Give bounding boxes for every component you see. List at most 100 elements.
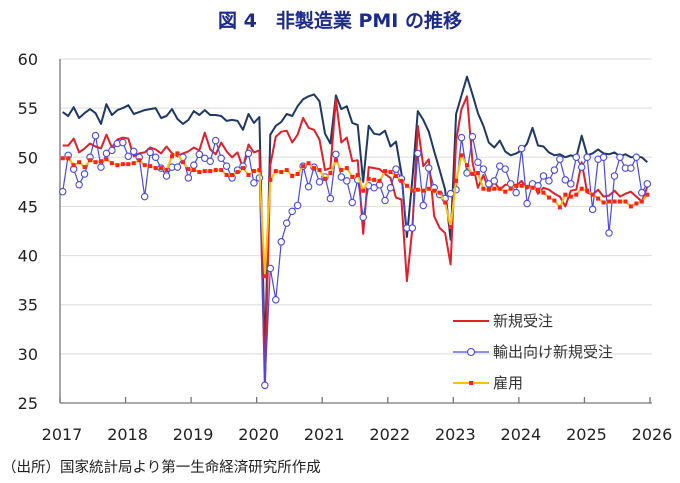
x-tick-label: 2023 <box>435 425 476 444</box>
data-point <box>414 149 422 158</box>
data-point <box>350 174 355 179</box>
data-point <box>88 158 93 163</box>
data-point <box>623 199 628 204</box>
data-point <box>217 154 225 163</box>
series-line <box>62 95 649 390</box>
data-point <box>251 169 256 174</box>
data-point <box>119 138 127 147</box>
data-point <box>517 144 526 153</box>
data-point <box>546 195 551 200</box>
data-point <box>392 165 400 173</box>
data-point <box>315 178 324 186</box>
data-point <box>332 150 340 159</box>
data-point <box>169 154 174 159</box>
data-point <box>191 168 196 173</box>
x-tick-label: 2021 <box>304 425 345 444</box>
data-point <box>588 205 597 214</box>
data-point <box>539 172 548 180</box>
x-tick-label: 2022 <box>369 425 410 444</box>
data-point <box>82 165 87 170</box>
data-point <box>627 164 635 172</box>
data-point <box>306 161 311 166</box>
data-point <box>109 161 114 166</box>
data-point <box>197 170 202 175</box>
series-line <box>62 152 649 278</box>
data-point <box>173 163 182 171</box>
data-point <box>195 150 204 159</box>
data-point <box>399 178 404 183</box>
data-point <box>326 194 335 203</box>
data-point <box>224 172 229 177</box>
data-point <box>140 192 149 201</box>
data-point <box>530 185 535 190</box>
data-point <box>545 177 553 185</box>
y-tick-label: 25 <box>18 394 38 413</box>
legend-label: 新規受注 <box>493 312 553 330</box>
data-point <box>481 186 486 191</box>
data-point <box>372 177 377 182</box>
data-point <box>213 168 218 173</box>
data-point <box>574 192 579 197</box>
data-point <box>568 194 573 199</box>
data-point <box>257 168 262 173</box>
data-point <box>288 207 296 216</box>
data-point <box>408 224 417 232</box>
data-point <box>457 133 466 142</box>
data-point <box>211 136 220 145</box>
data-point <box>486 187 491 192</box>
data-point <box>492 186 497 191</box>
data-point <box>426 186 431 191</box>
series-新規受注 <box>62 95 649 390</box>
data-point <box>628 204 633 209</box>
x-tick-label: 2017 <box>42 425 83 444</box>
data-point <box>386 184 395 192</box>
data-point <box>241 166 246 171</box>
data-point <box>268 177 273 182</box>
y-tick-label: 55 <box>18 99 38 118</box>
data-point <box>246 172 251 177</box>
source-note: （出所）国家統計局より第一生命経済研究所作成 <box>2 460 321 476</box>
data-point <box>563 192 568 197</box>
data-point <box>279 170 284 175</box>
data-point <box>58 187 67 196</box>
data-point <box>293 201 302 210</box>
data-point <box>98 159 103 164</box>
data-point <box>459 153 464 158</box>
y-tick-label: 35 <box>18 296 38 315</box>
data-point <box>124 152 133 161</box>
data-point <box>359 213 367 221</box>
data-point <box>556 155 564 164</box>
data-point <box>632 153 641 162</box>
data-point <box>393 173 398 178</box>
y-tick-label: 50 <box>18 148 38 167</box>
data-point <box>301 164 306 169</box>
y-tick-label: 40 <box>18 247 38 266</box>
data-point <box>599 153 608 162</box>
data-point <box>381 196 389 205</box>
data-point <box>208 169 213 174</box>
data-point <box>328 171 333 176</box>
data-point <box>343 177 351 185</box>
data-point <box>250 179 258 187</box>
data-point <box>91 131 100 140</box>
series-line <box>62 75 648 359</box>
data-point <box>159 166 164 171</box>
data-point <box>612 199 617 204</box>
data-point <box>104 157 109 162</box>
data-point <box>590 192 595 197</box>
data-point <box>617 199 622 204</box>
y-tick-label: 30 <box>18 345 38 364</box>
data-point <box>383 169 388 174</box>
data-point <box>508 186 513 191</box>
data-point <box>75 181 83 189</box>
data-point <box>410 188 415 193</box>
data-point <box>322 176 327 181</box>
data-point <box>120 162 125 167</box>
x-tick-label: 2025 <box>566 425 607 444</box>
data-point <box>202 169 207 174</box>
data-point <box>230 172 235 177</box>
data-point <box>567 180 575 188</box>
data-point <box>512 188 520 197</box>
data-point <box>514 183 519 188</box>
